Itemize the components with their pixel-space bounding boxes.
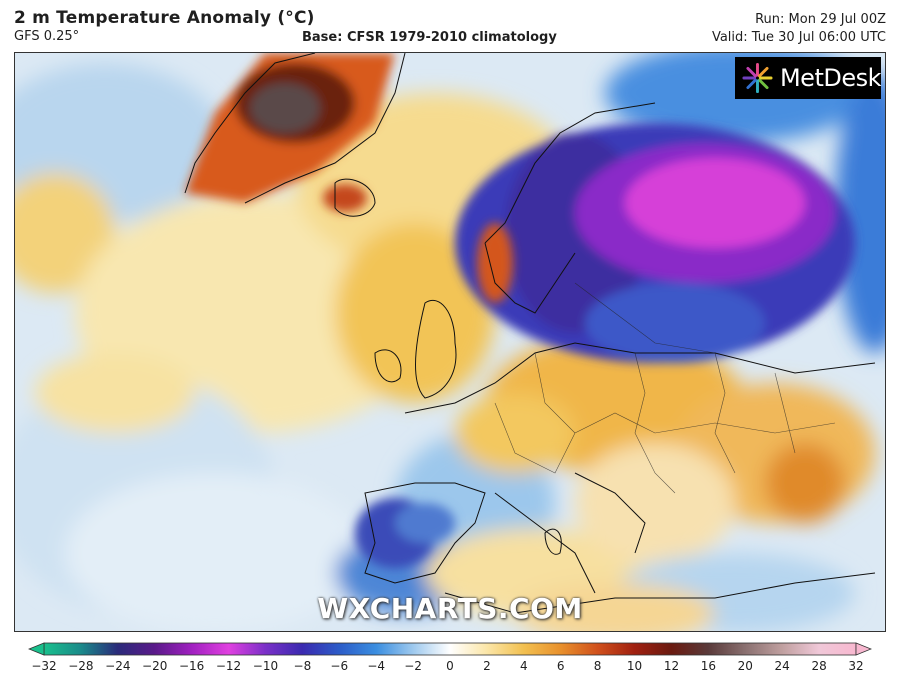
colorbar-tick-label: 12 <box>663 659 680 673</box>
colorbar-tick-label: −10 <box>252 659 279 673</box>
colorbar-tick-label: 10 <box>626 659 643 673</box>
metdesk-logo-text: MetDesk <box>779 64 882 92</box>
anomaly-map: MetDesk WXCHARTS.COM <box>14 52 886 632</box>
wxcharts-watermark: WXCHARTS.COM <box>317 592 583 625</box>
colorbar-tick-label: 2 <box>483 659 491 673</box>
colorbar-min-extend-arrow <box>27 642 45 656</box>
greenland-warm-anomaly <box>185 53 513 303</box>
colorbar-tick-label: 0 <box>446 659 454 673</box>
colorbar-tick-label: −16 <box>178 659 205 673</box>
colorbar-tick-label: −4 <box>367 659 386 673</box>
model-label: GFS 0.25° <box>14 29 80 44</box>
colorbar-tick-label: −6 <box>330 659 349 673</box>
metdesk-logo: MetDesk <box>735 57 882 99</box>
colorbar-tick-labels: −32 −28 −24 −20 −16 −12 −10 −8 −6 −4 −2 0 2 4 6 8 10 12 16… <box>28 659 872 679</box>
colorbar-tick-label: −32 <box>31 659 57 673</box>
colorbar-tick-label: 8 <box>593 659 602 673</box>
iberia-cool-anomaly <box>355 498 455 568</box>
colorbar-tick-label: 16 <box>700 659 716 673</box>
colorbar-tick-label: −8 <box>293 659 312 673</box>
colorbar-tick-label: 32 <box>848 659 864 673</box>
colorbar-tick-label: 20 <box>737 659 753 673</box>
colorbar: −32 −28 −24 −20 −16 −12 −10 −8 −6 −4 −2 0 2 4 6 8 10 12 16… <box>27 641 873 681</box>
metdesk-logo-icon <box>742 62 773 94</box>
country-borders <box>494 282 836 494</box>
colorbar-scale <box>27 642 873 656</box>
climatology-base-label: Base: CFSR 1979-2010 climatology <box>302 30 557 45</box>
coastlines <box>184 53 876 614</box>
colorbar-tick-label: 24 <box>774 659 790 673</box>
anomaly-field <box>15 53 885 631</box>
valid-time-label: Valid: Tue 30 Jul 06:00 UTC <box>711 30 886 45</box>
colorbar-tick-label: 4 <box>519 659 528 673</box>
colorbar-tick-label: −12 <box>215 659 242 673</box>
colorbar-tick-label: −20 <box>142 659 168 673</box>
run-time-label: Run: Mon 29 Jul 00Z <box>755 12 886 27</box>
colorbar-gradient <box>43 642 857 656</box>
header-left: 2 m Temperature Anomaly (°C) GFS 0.25° <box>14 8 315 44</box>
colorbar-tick-label: 28 <box>811 659 827 673</box>
colorbar-tick-label: −28 <box>68 659 94 673</box>
map-title: 2 m Temperature Anomaly (°C) <box>14 8 315 28</box>
colorbar-tick-label: −24 <box>105 659 131 673</box>
colorbar-max-extend-arrow <box>855 642 873 656</box>
cold-anomaly-core <box>455 123 855 363</box>
map-canvas <box>15 53 885 631</box>
header-right: Run: Mon 29 Jul 00Z Valid: Tue 30 Jul 06… <box>712 11 886 47</box>
colorbar-tick-label: −2 <box>404 659 422 673</box>
colorbar-tick-label: 6 <box>556 659 565 673</box>
